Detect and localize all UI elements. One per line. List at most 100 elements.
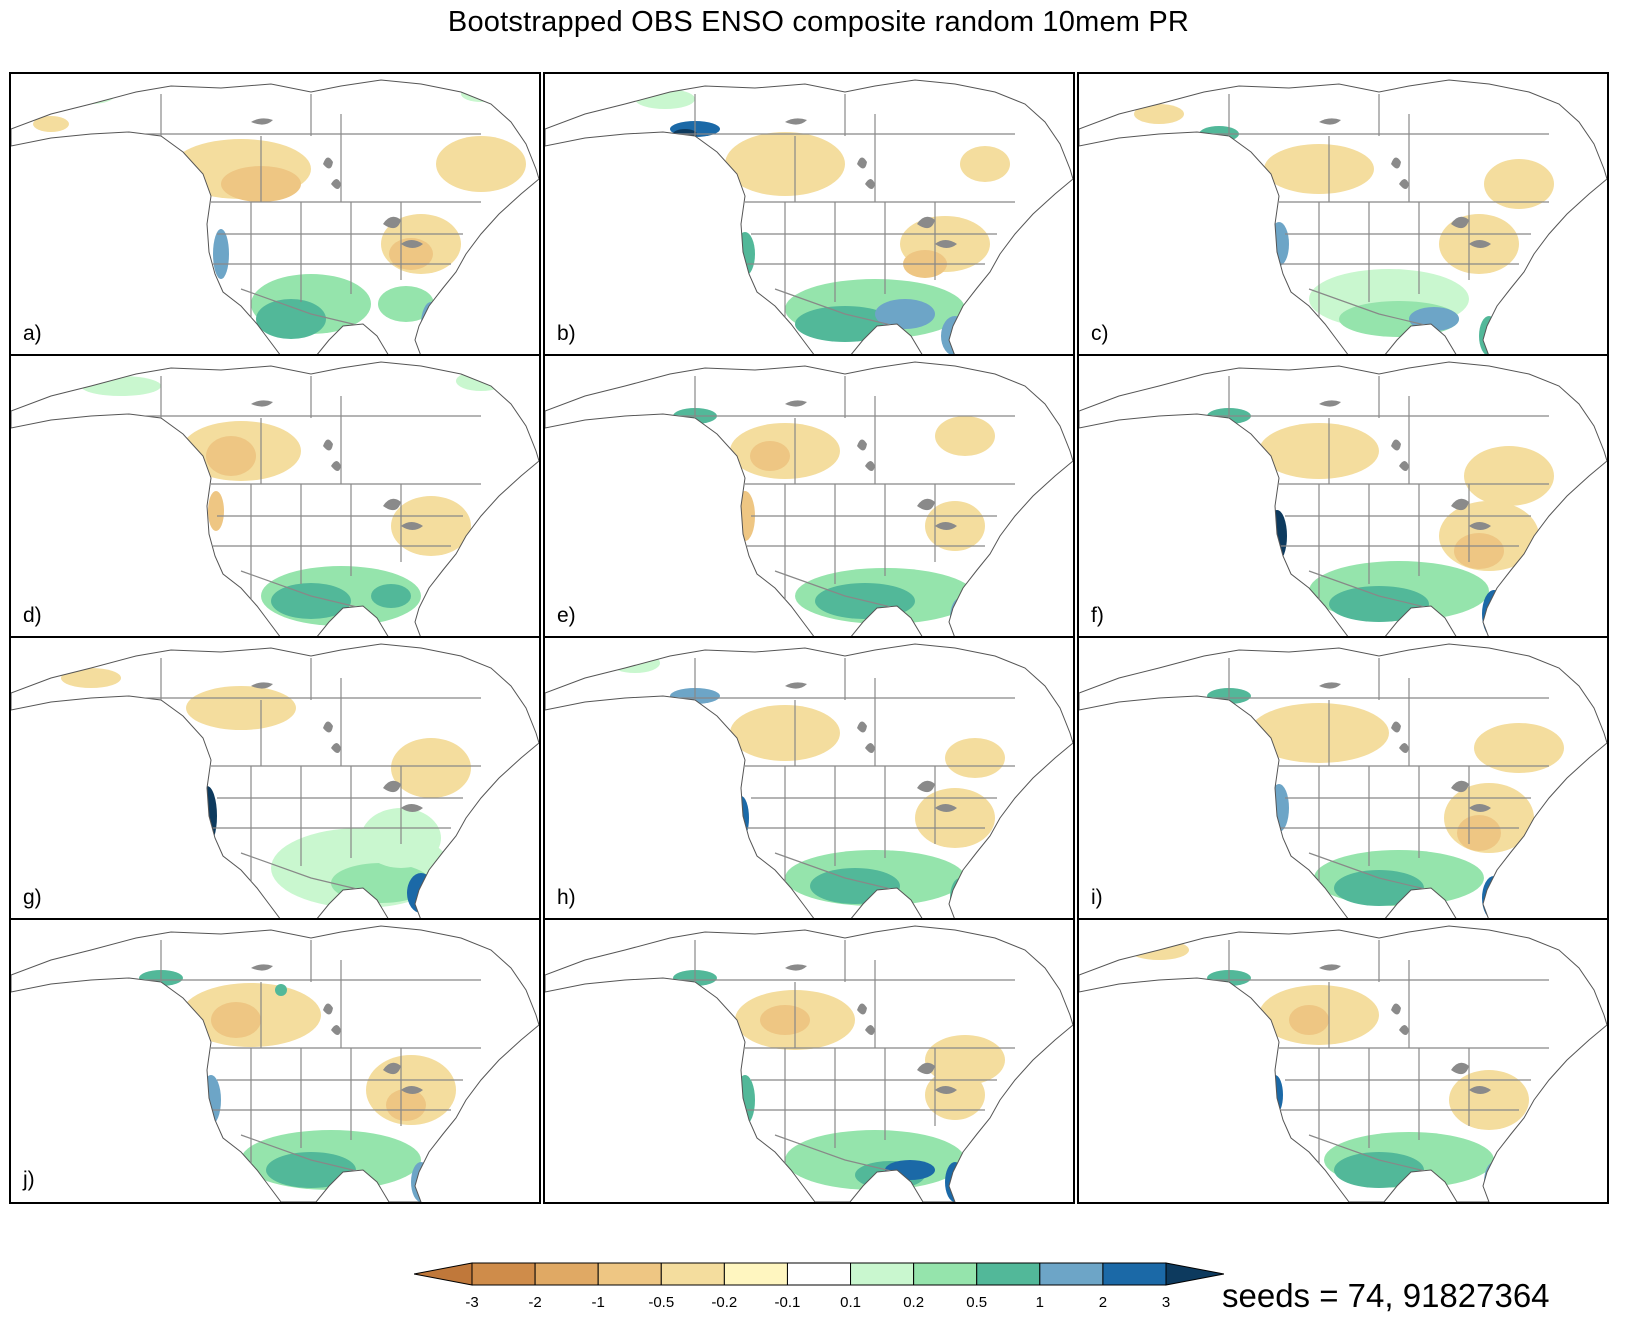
- precipitation-anomaly-map: [1079, 643, 1607, 920]
- colorbar-tick-label: -3: [465, 1294, 479, 1311]
- lake: [331, 461, 341, 471]
- anomaly-contour: [750, 441, 790, 471]
- anomaly-contour: [733, 796, 749, 840]
- anomaly-contour: [371, 584, 411, 608]
- precipitation-anomaly-map: [11, 79, 539, 356]
- lake: [383, 498, 401, 511]
- anomaly-contour: [33, 116, 69, 132]
- lake: [785, 400, 807, 407]
- lake: [1319, 118, 1341, 125]
- coastline: [1079, 643, 1607, 920]
- coastline: [1079, 361, 1607, 638]
- coastline: [11, 925, 539, 1202]
- lake: [1469, 522, 1491, 530]
- precipitation-anomaly-map: [11, 643, 539, 920]
- panel-label: b): [557, 322, 576, 345]
- coastline: [11, 361, 539, 638]
- anomaly-contour: [61, 668, 121, 688]
- anomaly-contour: [1482, 876, 1506, 920]
- lake: [1469, 804, 1491, 812]
- anomaly-contour: [1454, 533, 1504, 569]
- lake: [1391, 1003, 1401, 1015]
- anomaly-contour: [925, 1070, 985, 1120]
- anomaly-contour: [1409, 307, 1459, 331]
- precipitation-anomaly-map: [545, 643, 1073, 920]
- political-border: [1308, 570, 1430, 609]
- lake: [1469, 240, 1491, 248]
- lake: [865, 461, 875, 471]
- anomaly-contour: [1449, 1070, 1529, 1130]
- lake: [1319, 400, 1341, 407]
- lake: [785, 118, 807, 125]
- lake: [1399, 1025, 1409, 1035]
- anomaly-contour: [960, 146, 1010, 182]
- map-panel: h): [543, 636, 1075, 922]
- anomaly-field: [33, 84, 526, 346]
- panel-label: a): [23, 322, 42, 345]
- anomaly-contour: [950, 878, 970, 918]
- map-panel: a): [9, 72, 541, 358]
- anomaly-field: [1207, 408, 1554, 638]
- lake: [857, 439, 867, 451]
- political-border: [240, 570, 362, 609]
- panel-label: j): [23, 1168, 35, 1191]
- lake: [251, 964, 273, 971]
- political-border: [240, 288, 362, 327]
- anomaly-contour: [735, 232, 755, 276]
- lake: [917, 780, 935, 793]
- colorbar-swatch: [597, 1262, 662, 1286]
- anomaly-field: [635, 89, 1010, 356]
- colorbar-tick-label: 2: [1098, 1294, 1108, 1311]
- anomaly-contour: [389, 238, 433, 270]
- lake: [917, 1062, 935, 1075]
- anomaly-contour: [81, 376, 161, 396]
- lake: [785, 682, 807, 689]
- lake: [865, 743, 875, 753]
- anomaly-contour: [201, 1075, 221, 1125]
- lake: [785, 964, 807, 971]
- anomaly-contour: [186, 686, 296, 730]
- precipitation-anomaly-map: [545, 361, 1073, 638]
- anomaly-contour: [206, 436, 256, 476]
- anomaly-field: [61, 668, 471, 913]
- lake: [935, 522, 957, 530]
- political-border: [774, 288, 896, 327]
- anomaly-contour: [1484, 159, 1554, 209]
- lake: [917, 216, 935, 229]
- lake: [857, 1003, 867, 1015]
- map-panel: j): [9, 918, 541, 1204]
- anomaly-contour: [200, 795, 212, 831]
- lake: [1399, 461, 1409, 471]
- coastline: [545, 925, 1073, 1202]
- map-panel: b): [543, 72, 1075, 358]
- colorbar-tick-label: 3: [1161, 1294, 1171, 1311]
- anomaly-contour: [256, 299, 326, 339]
- lake: [935, 804, 957, 812]
- colorbar-tick-label: -0.5: [648, 1294, 675, 1311]
- lake: [331, 743, 341, 753]
- anomaly-contour: [1329, 586, 1429, 622]
- lake: [323, 721, 333, 733]
- coastline: [11, 643, 539, 920]
- map-panel: [543, 918, 1075, 1204]
- anomaly-contour: [436, 136, 526, 192]
- lake: [401, 1086, 423, 1094]
- panel-label: e): [557, 604, 576, 627]
- anomaly-contour: [1457, 815, 1501, 851]
- political-border: [240, 852, 362, 891]
- lake: [1451, 1062, 1469, 1075]
- political-border: [774, 852, 896, 891]
- anomaly-contour: [1269, 524, 1281, 552]
- anomaly-contour: [945, 738, 1005, 778]
- lake: [857, 157, 867, 169]
- lake: [917, 498, 935, 511]
- lake: [935, 1086, 957, 1094]
- anomaly-contour: [760, 1005, 810, 1035]
- anomaly-contour: [915, 788, 995, 848]
- lake: [1399, 179, 1409, 189]
- anomaly-contour: [1267, 1075, 1283, 1115]
- precipitation-anomaly-map: [11, 361, 539, 638]
- political-border: [240, 1134, 362, 1173]
- lake: [1451, 216, 1469, 229]
- lake: [1399, 743, 1409, 753]
